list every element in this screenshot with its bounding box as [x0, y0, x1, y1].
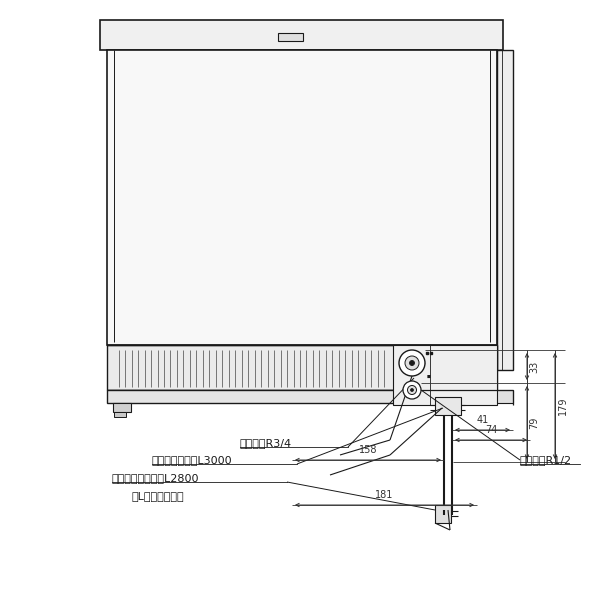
Circle shape [407, 386, 417, 395]
Text: アース線　機外L3000: アース線 機外L3000 [152, 455, 232, 465]
Bar [107, 390, 497, 403]
Bar [393, 345, 497, 405]
Bar [107, 50, 497, 345]
Bar [497, 50, 513, 370]
Text: 158: 158 [359, 445, 377, 455]
Circle shape [411, 389, 414, 392]
Text: 排水口　R3/4: 排水口 R3/4 [240, 438, 292, 448]
Bar [435, 397, 461, 415]
Circle shape [409, 361, 415, 365]
Text: 79: 79 [529, 416, 539, 429]
Text: 33: 33 [529, 361, 539, 373]
Text: ■: ■ [427, 375, 431, 379]
Bar [113, 403, 131, 412]
Circle shape [403, 381, 421, 399]
Circle shape [405, 356, 419, 370]
Text: 74: 74 [485, 425, 497, 435]
Bar [100, 20, 503, 50]
Text: 179: 179 [558, 396, 568, 415]
Bar [435, 505, 451, 523]
Text: 41: 41 [476, 415, 489, 425]
Text: 電源コード　機外L2800: 電源コード 機外L2800 [112, 473, 199, 483]
Text: 181: 181 [375, 490, 393, 500]
Text: 給水口　R1/2: 給水口 R1/2 [520, 455, 572, 465]
Bar [490, 390, 513, 403]
Bar [278, 33, 303, 41]
Bar [114, 412, 126, 417]
Bar [107, 345, 497, 390]
Text: （L形プラグ付）: （L形プラグ付） [132, 491, 185, 501]
Circle shape [399, 350, 425, 376]
